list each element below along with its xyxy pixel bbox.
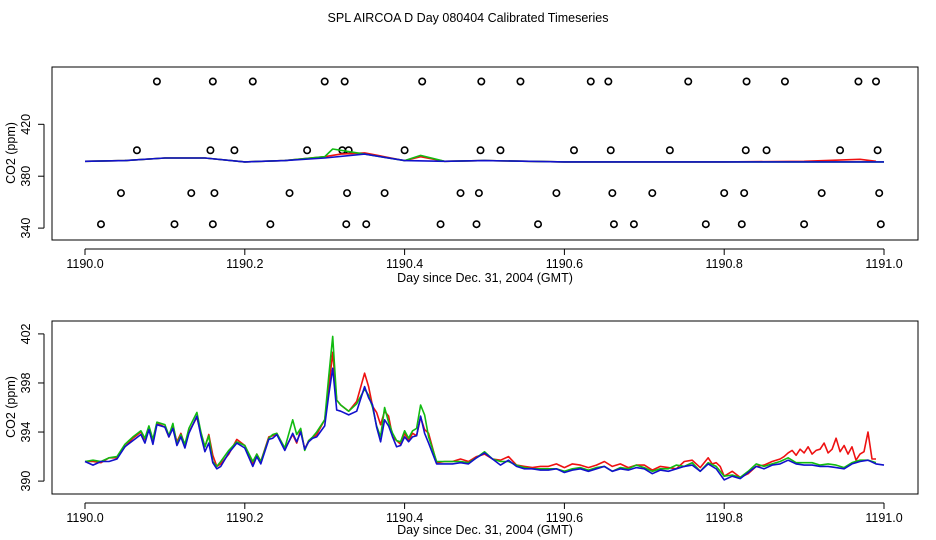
- x-tick-label: 1191.0: [865, 257, 902, 271]
- marker-point: [132, 146, 141, 155]
- marker-point: [456, 189, 465, 198]
- marker-point: [418, 77, 427, 86]
- marker-point: [340, 77, 349, 86]
- marker-point: [701, 220, 710, 229]
- bottom-panel: 1190.0 1190.2 1190.4 1190.6 1190.8 1191.0 390…: [4, 320, 919, 537]
- marker-point: [516, 77, 525, 86]
- series-line-red: [85, 351, 876, 479]
- x-tick-label: 1190.6: [546, 511, 583, 525]
- marker-point: [684, 77, 693, 86]
- marker-point: [552, 189, 561, 198]
- marker-point: [737, 220, 746, 229]
- bottom-x-axis: 1190.0 1190.2 1190.4 1190.6 1190.8 1191.0: [66, 502, 903, 525]
- marker-point: [362, 220, 371, 229]
- y-tick-label: 394: [19, 422, 33, 443]
- x-tick-label: 1190.8: [706, 257, 743, 271]
- series-line-blue: [84, 367, 885, 481]
- bottom-x-axis-label: Day since Dec. 31, 2004 (GMT): [397, 523, 573, 537]
- top-x-axis: 1190.0 1190.2 1190.4 1190.6 1190.8 1191.0: [66, 248, 903, 271]
- marker-point: [206, 146, 215, 155]
- x-tick-label: 1190.2: [226, 257, 263, 271]
- marker-point: [476, 146, 485, 155]
- marker-point: [152, 77, 161, 86]
- marker-point: [320, 77, 329, 86]
- marker-point: [873, 146, 882, 155]
- top-y-axis-label: CO2 (ppm): [4, 122, 18, 184]
- top-series-layer: [84, 148, 884, 163]
- marker-point: [586, 77, 595, 86]
- marker-point: [380, 189, 389, 198]
- marker-point: [187, 189, 196, 198]
- marker-point: [474, 189, 483, 198]
- marker-point: [609, 220, 618, 229]
- marker-point: [230, 146, 239, 155]
- marker-point: [665, 146, 674, 155]
- y-tick-label: 390: [19, 471, 33, 492]
- marker-point: [876, 220, 885, 229]
- marker-point: [436, 220, 445, 229]
- x-tick-label: 1190.2: [226, 511, 263, 525]
- marker-point: [780, 77, 789, 86]
- y-tick-label: 380: [19, 166, 33, 187]
- marker-point: [342, 220, 351, 229]
- x-tick-label: 1190.6: [546, 257, 583, 271]
- marker-point: [608, 189, 617, 198]
- marker-point: [400, 146, 409, 155]
- marker-point: [208, 220, 217, 229]
- x-tick-label: 1191.0: [865, 511, 902, 525]
- marker-point: [534, 220, 543, 229]
- top-x-axis-label: Day since Dec. 31, 2004 (GMT): [397, 271, 573, 285]
- x-tick-label: 1190.0: [66, 257, 103, 271]
- x-tick-label: 1190.4: [386, 257, 423, 271]
- marker-point: [170, 220, 179, 229]
- marker-point: [266, 220, 275, 229]
- bottom-plot-frame: [51, 320, 919, 495]
- y-tick-label: 402: [19, 323, 33, 344]
- marker-point: [96, 220, 105, 229]
- marker-point: [604, 77, 613, 86]
- marker-point: [606, 146, 615, 155]
- marker-point: [303, 146, 312, 155]
- y-tick-label: 420: [19, 114, 33, 135]
- marker-point: [817, 189, 826, 198]
- top-y-axis: 340 380 420: [19, 114, 45, 239]
- series-line-blue: [84, 153, 884, 163]
- marker-point: [854, 77, 863, 86]
- marker-point: [285, 189, 294, 198]
- marker-point: [742, 77, 751, 86]
- series-line-green: [84, 335, 877, 479]
- marker-point: [836, 146, 845, 155]
- bottom-series-layer: [84, 335, 885, 481]
- marker-point: [208, 77, 217, 86]
- marker-point: [210, 189, 219, 198]
- chart-title: SPL AIRCOA D Day 080404 Calibrated Times…: [328, 11, 609, 25]
- marker-point: [116, 189, 125, 198]
- marker-point: [496, 146, 505, 155]
- marker-point: [741, 146, 750, 155]
- x-tick-label: 1190.0: [66, 511, 103, 525]
- marker-point: [720, 189, 729, 198]
- y-tick-label: 340: [19, 218, 33, 239]
- marker-point: [343, 189, 352, 198]
- top-panel: 1190.0 1190.2 1190.4 1190.6 1190.8 1191.0 340…: [4, 66, 919, 285]
- marker-point: [472, 220, 481, 229]
- bottom-y-axis: 390 394 398 402: [19, 323, 45, 492]
- marker-point: [875, 189, 884, 198]
- top-plot-frame: [51, 66, 919, 241]
- bottom-y-axis-label: CO2 (ppm): [4, 376, 18, 438]
- marker-point: [248, 77, 257, 86]
- x-tick-label: 1190.4: [386, 511, 423, 525]
- marker-point: [629, 220, 638, 229]
- marker-point: [762, 146, 771, 155]
- marker-point: [648, 189, 657, 198]
- marker-point: [872, 77, 881, 86]
- x-tick-label: 1190.8: [706, 511, 743, 525]
- top-marker-layer: [96, 77, 885, 229]
- y-tick-label: 398: [19, 372, 33, 393]
- marker-point: [569, 146, 578, 155]
- marker-point: [800, 220, 809, 229]
- marker-point: [740, 189, 749, 198]
- marker-point: [477, 77, 486, 86]
